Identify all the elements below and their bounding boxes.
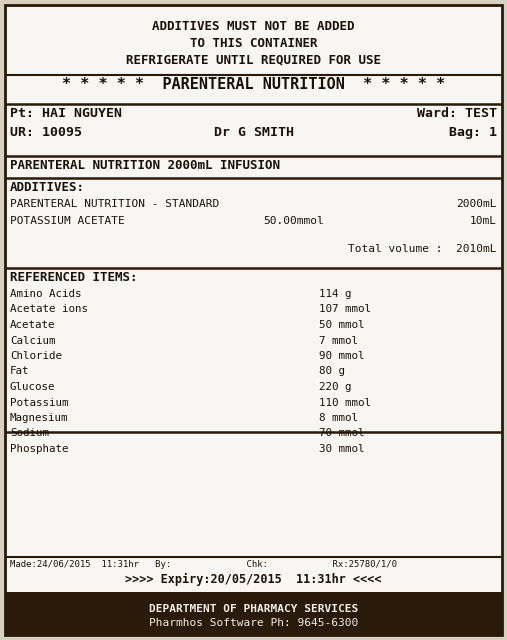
Text: >>>> Expiry:20/05/2015  11:31hr <<<<: >>>> Expiry:20/05/2015 11:31hr <<<< (125, 573, 382, 586)
Text: 8 mmol: 8 mmol (319, 413, 358, 423)
Text: ADDITIVES MUST NOT BE ADDED: ADDITIVES MUST NOT BE ADDED (152, 20, 355, 33)
Text: 220 g: 220 g (319, 382, 352, 392)
Text: 2000mL: 2000mL (456, 199, 497, 209)
Bar (5, 592, 502, 635)
Text: REFRIGERATE UNTIL REQUIRED FOR USE: REFRIGERATE UNTIL REQUIRED FOR USE (126, 53, 381, 66)
Text: PARENTERAL NUTRITION - STANDARD: PARENTERAL NUTRITION - STANDARD (10, 199, 219, 209)
Text: Amino Acids: Amino Acids (10, 289, 82, 299)
Text: Dr G SMITH: Dr G SMITH (213, 126, 294, 139)
Bar (5, 557, 502, 592)
Text: Magnesium: Magnesium (10, 413, 68, 423)
Text: 10mL: 10mL (470, 216, 497, 226)
Text: DEPARTMENT OF PHARMACY SERVICES: DEPARTMENT OF PHARMACY SERVICES (149, 605, 358, 614)
Text: 114 g: 114 g (319, 289, 352, 299)
Text: Pharmhos Software Ph: 9645-6300: Pharmhos Software Ph: 9645-6300 (149, 618, 358, 628)
Text: 7 mmol: 7 mmol (319, 335, 358, 346)
Text: Acetate ions: Acetate ions (10, 305, 88, 314)
Text: Pt: HAI NGUYEN: Pt: HAI NGUYEN (10, 107, 122, 120)
Text: TO THIS CONTAINER: TO THIS CONTAINER (190, 37, 317, 50)
Text: Calcium: Calcium (10, 335, 55, 346)
Text: 50 mmol: 50 mmol (319, 320, 365, 330)
Text: POTASSIUM ACETATE: POTASSIUM ACETATE (10, 216, 125, 226)
Text: ADDITIVES:: ADDITIVES: (10, 181, 85, 194)
Text: Made:24/06/2015  11:31hr   By:              Chk:            Rx:25780/1/0: Made:24/06/2015 11:31hr By: Chk: Rx:2578… (10, 560, 397, 569)
Text: Fat: Fat (10, 367, 29, 376)
Text: 90 mmol: 90 mmol (319, 351, 365, 361)
Bar (5, 432, 502, 557)
Text: Phosphate: Phosphate (10, 444, 68, 454)
Text: Total volume :  2010mL: Total volume : 2010mL (348, 244, 497, 254)
Text: Ward: TEST: Ward: TEST (417, 107, 497, 120)
Text: 50.00mmol: 50.00mmol (264, 216, 324, 226)
Text: * * * * *  PARENTERAL NUTRITION  * * * * *: * * * * * PARENTERAL NUTRITION * * * * * (62, 77, 445, 92)
Text: 80 g: 80 g (319, 367, 345, 376)
Bar (5, 5, 502, 557)
Text: Acetate: Acetate (10, 320, 55, 330)
Text: 30 mmol: 30 mmol (319, 444, 365, 454)
Text: Potassium: Potassium (10, 397, 68, 408)
Text: Chloride: Chloride (10, 351, 62, 361)
Text: REFERENCED ITEMS:: REFERENCED ITEMS: (10, 271, 137, 284)
Text: Sodium: Sodium (10, 429, 49, 438)
Text: 107 mmol: 107 mmol (319, 305, 372, 314)
Text: Glucose: Glucose (10, 382, 55, 392)
Text: 70 mmol: 70 mmol (319, 429, 365, 438)
Text: UR: 10095: UR: 10095 (10, 126, 82, 139)
Text: PARENTERAL NUTRITION 2000mL INFUSION: PARENTERAL NUTRITION 2000mL INFUSION (10, 159, 280, 172)
Text: Bag: 1: Bag: 1 (449, 126, 497, 139)
Text: 110 mmol: 110 mmol (319, 397, 372, 408)
